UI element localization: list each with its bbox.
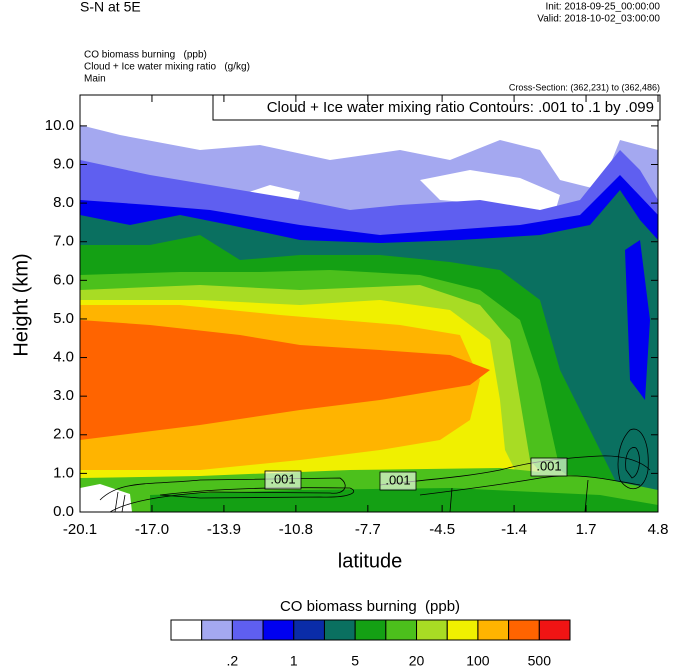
- contour-label: .001: [270, 471, 295, 486]
- colorbar-box: [354, 619, 387, 641]
- colorbar-box: [508, 619, 540, 641]
- contour-label: .001: [536, 458, 561, 473]
- x-tick-label: -17.0: [135, 521, 169, 538]
- y-tick-label: 5.0: [53, 310, 74, 327]
- x-tick-label: -10.8: [279, 521, 313, 538]
- contour-note-box: [212, 94, 661, 121]
- contour-label-box: [379, 471, 417, 491]
- y-tick-label: 3.0: [53, 387, 74, 404]
- y-tick-label: 2.0: [53, 426, 74, 443]
- colorbar-box: [170, 619, 203, 641]
- x-tick-label: 4.8: [648, 521, 669, 538]
- colorbar-label: 5: [351, 653, 359, 668]
- contour-lines: [99, 428, 651, 512]
- contour-note: Cloud + Ice water mixing ratio Contours:…: [267, 99, 654, 116]
- x-tick-label: 1.7: [576, 521, 597, 538]
- contour-label-box: [530, 457, 568, 477]
- colorbar-box: [538, 619, 571, 641]
- field-name: Main: [84, 74, 106, 85]
- y-tick-label: 9.0: [53, 155, 74, 172]
- colorbar-box: [231, 619, 264, 641]
- contour-line: [114, 479, 589, 512]
- init-time: Init: 2018-09-25_00:00:00: [545, 2, 660, 13]
- contour-line: [379, 455, 651, 486]
- colorbar-title: CO biomass burning (ppb): [280, 598, 460, 615]
- y-tick-label: 4.0: [53, 349, 74, 366]
- contour-field: [80, 95, 658, 512]
- contour-line: [99, 477, 346, 512]
- contour-fill: [420, 170, 560, 212]
- x-tick-label: -20.1: [63, 521, 97, 538]
- x-tick-label: -7.7: [355, 521, 381, 538]
- contour-fill: [150, 488, 658, 512]
- colorbar-label: 1: [290, 653, 298, 668]
- field-name: CO biomass burning (ppb): [84, 50, 207, 61]
- colorbar-box: [323, 619, 356, 641]
- chart-title: S-N at 5E: [80, 0, 141, 15]
- colorbar-box: [416, 619, 448, 641]
- colorbar-box: [446, 619, 479, 641]
- valid-time: Valid: 2018-10-02_03:00:00: [537, 14, 660, 25]
- contour-fill: [80, 320, 490, 440]
- colorbar-label: 100: [466, 653, 490, 668]
- colorbar-box: [293, 619, 325, 641]
- contour-line: [625, 447, 640, 479]
- y-tick-label: 7.0: [53, 233, 74, 250]
- colorbar-label: 20: [409, 653, 425, 668]
- x-axis-label: latitude: [338, 550, 403, 572]
- contour-label-box: [264, 470, 302, 490]
- field-name: Cloud + Ice water mixing ratio (g/kg): [84, 62, 250, 73]
- colorbar-box: [385, 619, 418, 641]
- x-tick-label: -1.4: [501, 521, 527, 538]
- y-tick-label: 0.0: [53, 503, 74, 520]
- colorbar-box: [201, 619, 233, 641]
- contour-fill: [625, 240, 650, 400]
- cross-section: Cross-Section: (362,231) to (362,486): [509, 82, 660, 92]
- contour-label: .001: [385, 472, 410, 487]
- y-tick-label: 8.0: [53, 194, 74, 211]
- colorbar-label: 500: [528, 653, 552, 668]
- colorbar-label: .2: [227, 653, 239, 668]
- y-tick-label: 10.0: [45, 117, 74, 134]
- x-tick-label: -4.5: [429, 521, 455, 538]
- contour-line: [419, 475, 641, 496]
- x-tick-label: -13.9: [207, 521, 241, 538]
- colorbar-box: [477, 619, 510, 641]
- contour-fill: [80, 484, 132, 512]
- y-axis-label: Height (km): [10, 253, 32, 356]
- y-tick-label: 1.0: [53, 464, 74, 481]
- y-tick-label: 6.0: [53, 271, 74, 288]
- colorbar-box: [262, 619, 295, 641]
- contour-line: [159, 487, 355, 499]
- contour-line: [617, 428, 649, 490]
